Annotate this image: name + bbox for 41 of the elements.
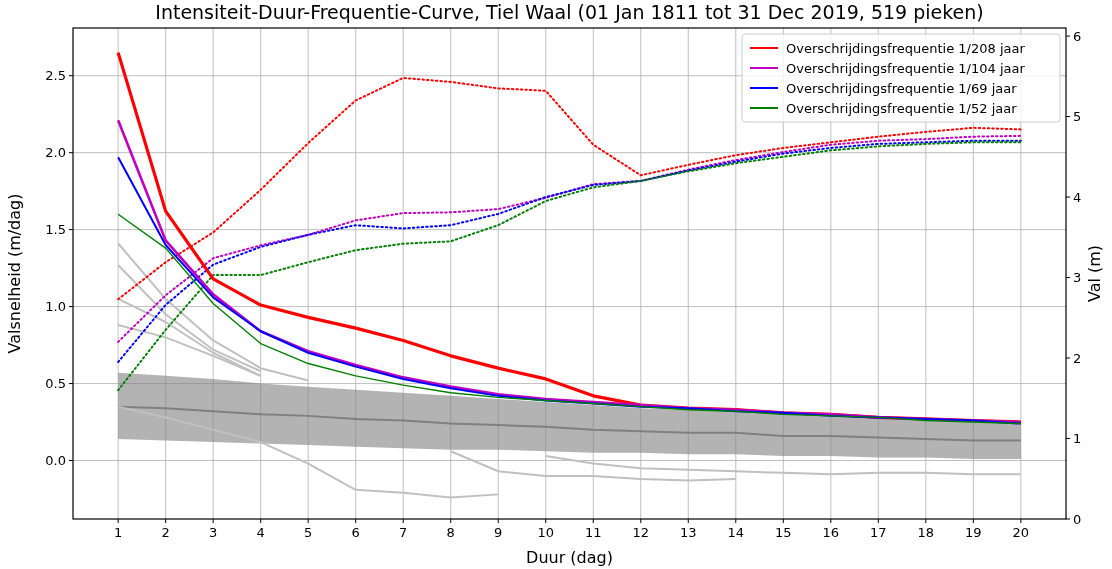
y-tick-label: 0.5 — [45, 376, 66, 392]
y2-tick-label: 6 — [1073, 28, 1082, 44]
y2-tick-label: 4 — [1073, 189, 1082, 205]
x-tick-label: 6 — [351, 525, 360, 540]
y2-tick-label: 5 — [1073, 109, 1082, 125]
legend-label: Overschrijdingsfrequentie 1/52 jaar — [786, 101, 1018, 116]
x-tick-label: 15 — [775, 525, 792, 540]
y2-tick-label: 0 — [1073, 511, 1082, 527]
y-tick-label: 1.5 — [45, 222, 66, 238]
legend-label: Overschrijdingsfrequentie 1/69 jaar — [786, 81, 1018, 96]
y-axis-title: Valsnelheid (m/dag) — [5, 193, 24, 354]
x-tick-label: 9 — [494, 525, 503, 540]
y2-tick-label: 3 — [1073, 270, 1082, 286]
legend-label: Overschrijdingsfrequentie 1/208 jaar — [786, 41, 1026, 56]
x-tick-label: 4 — [256, 525, 265, 540]
x-tick-label: 16 — [822, 525, 840, 540]
x-tick-label: 13 — [680, 525, 697, 540]
x-tick-label: 1 — [114, 525, 123, 540]
x-tick-label: 5 — [304, 525, 313, 540]
y-tick-label: 2.5 — [45, 68, 66, 84]
y2-tick-label: 2 — [1073, 350, 1082, 366]
x-tick-label: 3 — [209, 525, 218, 540]
x-tick-label: 8 — [446, 525, 455, 540]
y-tick-label: 1.0 — [45, 299, 66, 315]
x-tick-label: 12 — [632, 525, 650, 540]
x-tick-label: 14 — [727, 525, 745, 540]
x-tick-label: 11 — [584, 525, 602, 540]
x-tick-label: 7 — [399, 525, 408, 540]
chart-title: Intensiteit-Duur-Frequentie-Curve, Tiel Waal (01 Jan 1811 tot 31 Dec 2019, 519 pieken) — [155, 1, 984, 23]
x-axis-title: Duur (dag) — [526, 548, 613, 567]
x-tick-label: 10 — [537, 525, 555, 540]
y2-tick-label: 1 — [1073, 431, 1082, 447]
x-tick-label: 18 — [917, 525, 935, 540]
y-tick-label: 2.0 — [45, 145, 66, 161]
x-tick-label: 19 — [965, 525, 982, 540]
x-tick-label: 20 — [1012, 525, 1030, 540]
x-tick-label: 17 — [870, 525, 887, 540]
y-tick-label: 0.0 — [45, 453, 66, 469]
y2-axis-title: Val (m) — [1085, 244, 1104, 303]
x-tick-label: 2 — [161, 525, 170, 540]
legend-label: Overschrijdingsfrequentie 1/104 jaar — [786, 61, 1026, 76]
